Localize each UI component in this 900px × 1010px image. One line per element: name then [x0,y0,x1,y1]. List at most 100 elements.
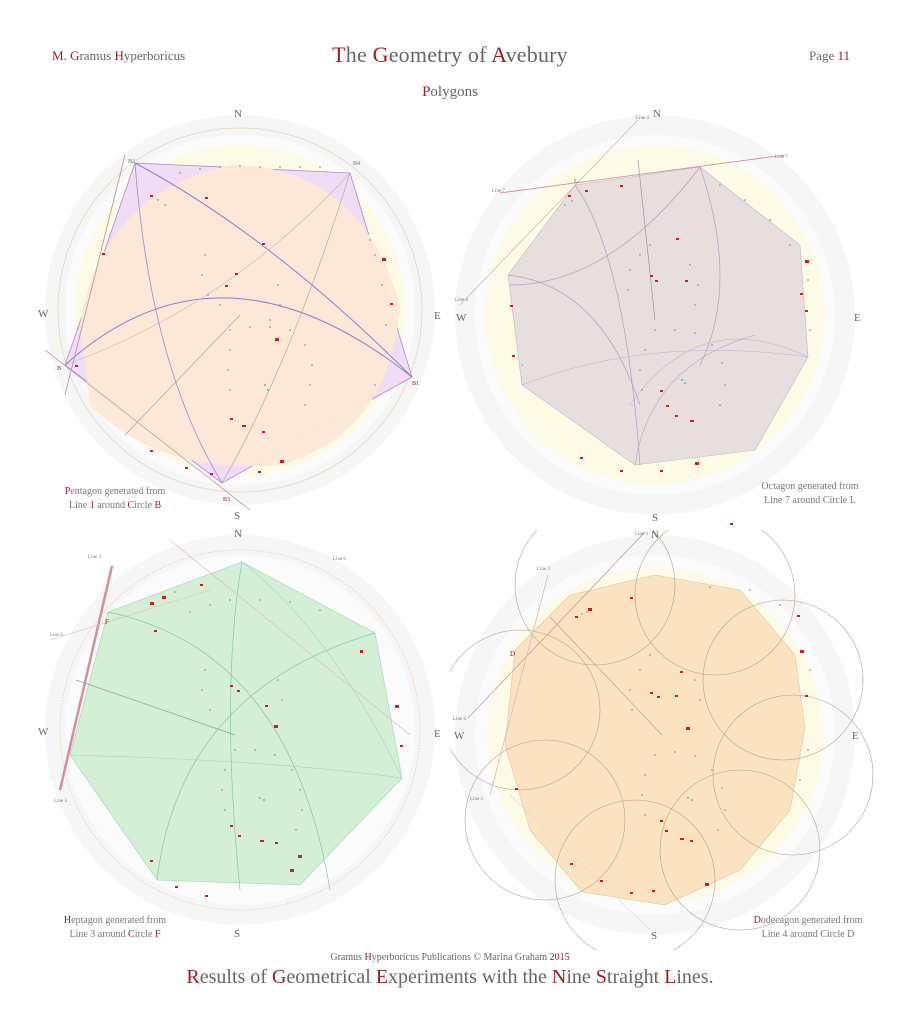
headline-cap: N [551,966,567,988]
caption-text: ine [75,929,91,940]
caption-text: ine [767,929,783,940]
arc [509,166,701,286]
credit-text: G [514,952,523,963]
arc [507,274,641,406]
radial-line [124,314,241,436]
credit-text: ramus [337,952,365,963]
green-stones [581,611,693,801]
page-title: The Geometry of Avebury [0,42,900,68]
line-label-line-4: Line 4 [453,717,466,722]
gray-stones [189,599,321,831]
headline-text: ine [566,966,596,988]
line-7 [499,154,786,194]
caption-text: ircle [134,929,155,940]
caption-line-number: 1 [89,500,95,511]
arc [134,162,223,484]
compass-east: E [434,310,441,322]
line-label-line-4: Line 4 [636,116,649,121]
line-3 [58,565,114,791]
line-label-line-3: Line 3 [537,567,550,572]
headline-cap: L [664,966,677,988]
radial-line [549,616,663,736]
arc [241,561,403,779]
publisher-credit: Gramus Hyperboricus Publications © Marin… [0,952,900,963]
arc [64,297,413,378]
arc [699,166,721,366]
green-stones [521,200,686,384]
arc [221,172,351,484]
author-text: ramus [79,48,115,63]
credit-text: yperboricus [371,952,422,963]
section-subtitle: Polygons [0,84,900,101]
heptagon-shape [69,561,403,886]
title-text: he [345,42,373,67]
arc [134,162,413,378]
caption-text: around [790,495,823,506]
caption-text: around [95,929,129,940]
line-label-line-7: Line 7 [492,189,505,194]
compass-north: N [234,108,242,120]
compass-south: S [652,512,659,524]
caption-text: entagon generated from [70,486,166,497]
red-stones [75,195,393,475]
credit-text: G [330,952,338,963]
line-label-line-3: Line 3 [88,555,101,560]
arc [107,611,331,891]
caption-circle: F [154,929,161,940]
vertex-label-l: L [574,179,578,185]
caption-text: eptagon generated from [71,915,167,926]
octagon-caption: Octagon generated from Line 7 around Cir… [745,480,875,508]
line-label-line-3: Line 3 [54,799,67,804]
headline-text: esults of [199,966,272,988]
credit-year: 2015 [549,952,570,963]
dodecagon-caption: Dodecagon generated from Line 4 around C… [738,914,878,942]
line-4 [459,119,639,306]
vertex-label-b4: B4 [353,161,360,167]
line-6 [49,589,211,641]
caption-cap: C [822,495,830,506]
radial-line [75,679,236,736]
heptagon-figure: Line 3 Line 6 Line 6 Line 3 F [45,535,435,925]
author-name: M. Gramus Hyperboricus [52,48,185,64]
caption-line-number: 3 [90,929,96,940]
octagon-shape [507,166,809,466]
octagon-diagram: Line 4 Line 7 Line 7 Line 4 L [450,105,880,525]
pentagon-figure: B2 B4 B1 B B3 [44,115,435,511]
caption-cap: O [761,481,769,492]
footer-headline: Results of Geometrical Experiments with … [0,966,900,989]
caption-line-number: 7 [785,495,790,506]
caption-text: L [764,495,771,506]
vertex-label-b2: B2 [128,159,135,165]
author-cap: G [66,48,80,63]
headline-text: ines. [676,966,714,988]
page-label: Page [808,48,838,63]
headline-text: eometrical [286,966,376,988]
compass-south: S [234,928,241,940]
headline-cap: G [271,966,287,988]
line-label-line-4: Line 4 [455,298,468,303]
title-cap: G [372,42,389,67]
red-stones [150,584,403,897]
caption-text: L [761,929,768,940]
red-stones [515,597,808,952]
arc [574,184,641,466]
arc [230,561,243,891]
caption-cap: H [63,915,72,926]
credit-cap: H [364,952,372,963]
gray-stones [629,586,811,831]
compass-south: S [651,930,658,942]
line-label-line-7: Line 7 [775,155,788,160]
heptagon-diagram: Line 3 Line 6 Line 6 Line 3 F [30,530,450,950]
title-text: eometry of [388,42,492,67]
caption-text: ine [770,495,785,506]
caption-text: L [68,500,75,511]
caption-text: ctagon generated from [768,481,859,492]
arc [634,334,756,466]
credit-text: P [421,952,428,963]
headline-cap: S [595,966,607,988]
caption-cap: C [127,500,135,511]
compass-west: W [38,726,49,738]
compass-east: E [852,730,859,742]
dodecagon-diagram: Line 4 Line 3 Line 4 Line 3 D [439,504,880,961]
line-label-line-6: Line 6 [333,557,346,562]
